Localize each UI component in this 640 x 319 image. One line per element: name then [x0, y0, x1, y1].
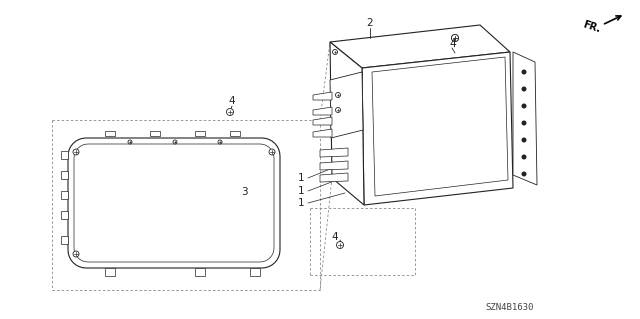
Polygon shape [320, 148, 348, 157]
Polygon shape [195, 131, 205, 136]
Polygon shape [513, 52, 537, 185]
Circle shape [73, 149, 79, 155]
Text: 1: 1 [298, 173, 304, 183]
Circle shape [269, 149, 275, 155]
Circle shape [335, 108, 340, 113]
Polygon shape [230, 131, 240, 136]
Polygon shape [313, 129, 332, 137]
Polygon shape [313, 92, 332, 100]
Text: 4: 4 [332, 232, 338, 242]
Circle shape [522, 70, 527, 75]
Text: 1: 1 [298, 186, 304, 196]
Polygon shape [61, 171, 68, 179]
Circle shape [522, 103, 527, 108]
Text: 2: 2 [367, 18, 373, 28]
Circle shape [173, 140, 177, 144]
Polygon shape [150, 131, 160, 136]
Polygon shape [313, 117, 332, 125]
Polygon shape [320, 161, 348, 170]
Polygon shape [330, 42, 364, 205]
Polygon shape [320, 173, 348, 182]
Polygon shape [313, 107, 332, 115]
Circle shape [337, 241, 344, 249]
Circle shape [451, 34, 458, 41]
Polygon shape [61, 236, 68, 244]
Polygon shape [61, 211, 68, 219]
Circle shape [335, 93, 340, 98]
Polygon shape [330, 72, 363, 138]
Text: 4: 4 [228, 96, 236, 106]
Circle shape [73, 251, 79, 257]
Circle shape [227, 108, 234, 115]
Polygon shape [195, 268, 205, 276]
Text: 4: 4 [450, 39, 456, 49]
Circle shape [128, 140, 132, 144]
Circle shape [522, 172, 527, 176]
Polygon shape [68, 138, 280, 268]
Circle shape [451, 34, 458, 41]
Text: 3: 3 [241, 187, 248, 197]
Polygon shape [250, 268, 260, 276]
Circle shape [522, 86, 527, 92]
Text: FR.: FR. [582, 19, 602, 34]
Polygon shape [372, 57, 508, 196]
Polygon shape [105, 131, 115, 136]
Polygon shape [330, 25, 510, 68]
Circle shape [333, 49, 337, 55]
Circle shape [522, 121, 527, 125]
Circle shape [522, 154, 527, 160]
Polygon shape [61, 191, 68, 199]
Polygon shape [61, 151, 68, 159]
Text: 1: 1 [298, 198, 304, 208]
Polygon shape [362, 52, 513, 205]
Circle shape [522, 137, 527, 143]
Polygon shape [74, 144, 274, 262]
Polygon shape [105, 268, 115, 276]
Text: SZN4B1630: SZN4B1630 [486, 303, 534, 313]
Circle shape [218, 140, 222, 144]
